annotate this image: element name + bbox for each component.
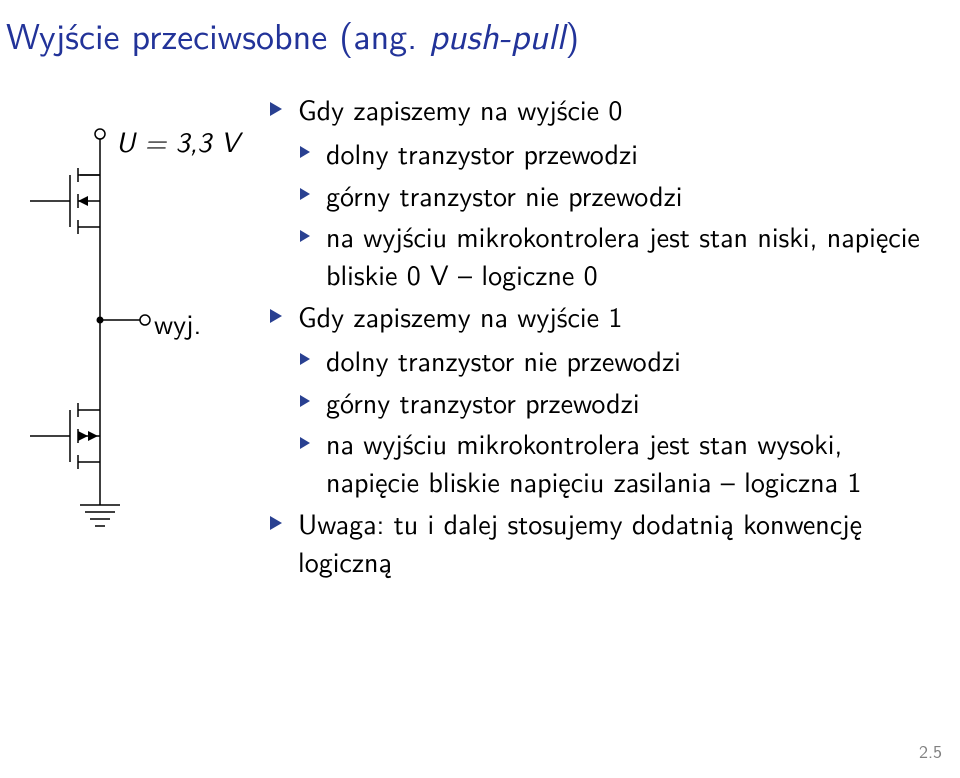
triangle-bullet-icon: [300, 353, 310, 365]
bullet-text: Uwaga: tu i dalej stosujemy dodatnią kon…: [298, 502, 862, 581]
title-italic: push-pull: [429, 8, 565, 61]
bullet-text: na wyjściu mikrokontrolera jest stan wys…: [326, 422, 861, 501]
vdd-terminal-icon: [95, 129, 105, 139]
bullet-item: dolny tranzystor przewodzi: [270, 134, 920, 172]
bullet-item: na wyjściu mikrokontrolera jest stan wys…: [270, 424, 920, 500]
bullet-item: górny tranzystor przewodzi: [270, 383, 920, 421]
bullet-text: górny tranzystor przewodzi: [326, 381, 640, 422]
triangle-bullet-icon: [300, 395, 310, 407]
triangle-bullet-icon: [270, 309, 282, 323]
page-number: 2.5: [919, 737, 942, 764]
triangle-bullet-icon: [300, 146, 310, 158]
mosfet-push-pull-svg: [20, 120, 250, 550]
bullet-text: górny tranzystor nie przewodzi: [326, 174, 682, 215]
bullet-list: Gdy zapiszemy na wyjście 0 dolny tranzys…: [270, 90, 920, 586]
bullet-text: na wyjściu mikrokontrolera jest stan nis…: [326, 215, 920, 294]
bullet-item: Gdy zapiszemy na wyjście 0: [270, 90, 920, 128]
output-label: wyj.: [154, 302, 201, 343]
bullet-text: dolny tranzystor nie przewodzi: [326, 339, 681, 380]
triangle-bullet-icon: [300, 230, 310, 242]
circuit-diagram: U = 3,3 V wyj.: [20, 120, 250, 550]
bullet-text: dolny tranzystor przewodzi: [326, 132, 638, 173]
output-terminal-icon: [140, 315, 150, 325]
bullet-text: Gdy zapiszemy na wyjście 0: [298, 88, 622, 129]
triangle-bullet-icon: [300, 437, 310, 449]
bullet-item: na wyjściu mikrokontrolera jest stan nis…: [270, 217, 920, 293]
slide-title: Wyjście przeciwsobne (ang. push-pull): [6, 8, 579, 61]
triangle-bullet-icon: [300, 188, 310, 200]
bullet-item: górny tranzystor nie przewodzi: [270, 176, 920, 214]
bullet-item: Gdy zapiszemy na wyjście 1: [270, 297, 920, 335]
title-tail: ): [565, 8, 579, 61]
bullet-text: Gdy zapiszemy na wyjście 1: [298, 295, 622, 336]
vdd-label: U = 3,3 V: [116, 120, 239, 161]
title-main: Wyjście przeciwsobne (ang.: [6, 8, 429, 61]
bullet-item: Uwaga: tu i dalej stosujemy dodatnią kon…: [270, 504, 920, 580]
bullet-item: dolny tranzystor nie przewodzi: [270, 341, 920, 379]
slide: Wyjście przeciwsobne (ang. push-pull): [0, 0, 960, 778]
triangle-bullet-icon: [270, 102, 282, 116]
triangle-bullet-icon: [270, 516, 282, 530]
